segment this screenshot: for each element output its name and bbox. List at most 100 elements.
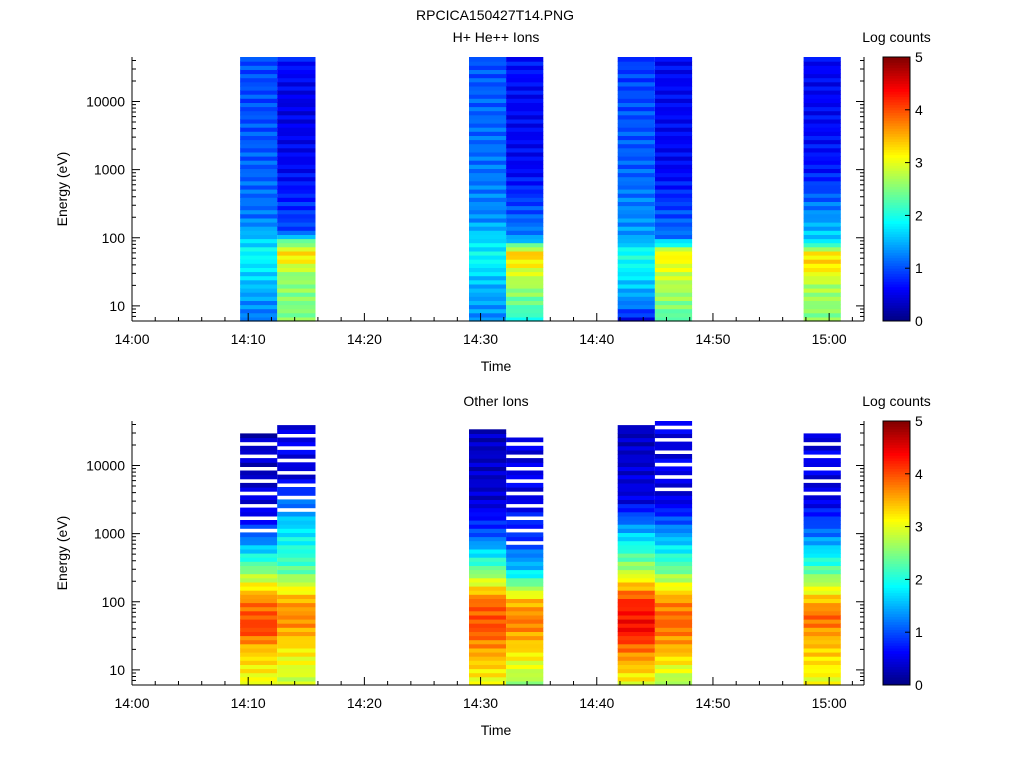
energy-bin [617,557,655,562]
energy-bin [506,598,544,604]
colorbar-swatch [883,130,910,135]
energy-bin [803,627,841,632]
energy-bin [617,197,655,202]
energy-bin [654,197,693,202]
energy-bin [469,65,507,70]
colorbar-swatch [883,276,910,280]
energy-bin [277,623,316,628]
colorbar-swatch [883,146,910,150]
energy-bin [506,246,544,252]
colorbar-swatch [883,655,910,660]
energy-bin [240,462,278,467]
energy-bin [506,230,544,235]
y-tick-label: 1000 [94,162,125,178]
energy-bin [506,255,544,260]
colorbar-frame [882,56,911,322]
energy-bin [240,127,278,132]
energy-bin [654,586,693,591]
energy-bin [277,242,316,248]
spectrogram-column [617,425,655,686]
colorbar-swatch [883,637,910,641]
energy-bin [277,77,316,83]
energy-bin [469,660,507,665]
energy-bin [654,296,693,301]
energy-bin [506,590,544,595]
energy-bin [654,135,693,141]
energy-bin [803,151,841,157]
energy-bin [803,680,841,686]
energy-bin [617,676,655,682]
energy-bin [617,680,655,686]
colorbar-swatch [883,494,910,499]
colorbar-swatch [883,149,910,153]
energy-bin [617,201,655,207]
energy-bin [506,660,544,665]
energy-bin [654,263,693,268]
energy-bin [277,135,316,141]
energy-bin [469,474,507,480]
energy-bin [240,300,278,306]
energy-bin [277,164,316,169]
energy-bin [506,437,544,443]
energy-bin [469,606,507,612]
energy-bin [240,487,278,492]
energy-bin [803,656,841,661]
colorbar: 0 1 2 3 4 5 Log counts [862,29,931,329]
energy-bin [803,614,841,620]
energy-bin [506,627,544,632]
energy-bin [654,495,693,500]
energy-bin [240,627,278,632]
energy-bin [803,532,841,538]
energy-bin [617,548,655,554]
energy-bin [617,536,655,542]
energy-bin [654,656,693,661]
energy-bin [803,94,841,99]
energy-bin [506,201,544,207]
energy-bin [277,308,316,314]
spectrogram-column [469,429,507,686]
energy-bin [277,123,316,128]
energy-bin [617,590,655,595]
energy-bin [654,176,693,182]
energy-bin [240,557,278,562]
energy-bin [617,283,655,289]
energy-bin [240,614,278,620]
energy-bin [506,482,544,488]
energy-bin [469,184,507,190]
energy-bin [617,507,655,513]
energy-bin [617,643,655,649]
energy-bin [240,664,278,670]
colorbar-label: Log counts [862,29,931,45]
colorbar-swatch [883,621,910,625]
energy-bin [803,180,841,186]
colorbar-swatch [883,516,910,520]
energy-bin [803,643,841,649]
colorbar-swatch [883,223,910,227]
energy-bin [277,222,316,227]
energy-bin [240,532,278,538]
colorbar-swatch [883,115,910,119]
energy-bin [506,168,544,174]
energy-bin [654,201,693,207]
energy-bin [654,528,693,533]
energy-bin [240,520,278,525]
colorbar-swatch [883,645,910,649]
energy-bin [469,631,507,637]
panel-title: H+ He++ Ions [453,29,540,45]
energy-bin [506,143,544,149]
spectrogram-column [617,57,655,322]
energy-bin [277,437,316,443]
energy-bin [617,238,655,244]
energy-bin [803,470,841,476]
colorbar-swatch [883,167,910,172]
energy-bin [277,532,316,538]
energy-bin [469,180,507,186]
energy-bin [803,664,841,670]
energy-bin [240,569,278,575]
energy-bin [469,217,507,223]
energy-bin [617,65,655,70]
energy-bin [469,123,507,128]
energy-bin [803,573,841,579]
energy-bin [803,316,841,322]
colorbar-swatch [883,75,910,79]
